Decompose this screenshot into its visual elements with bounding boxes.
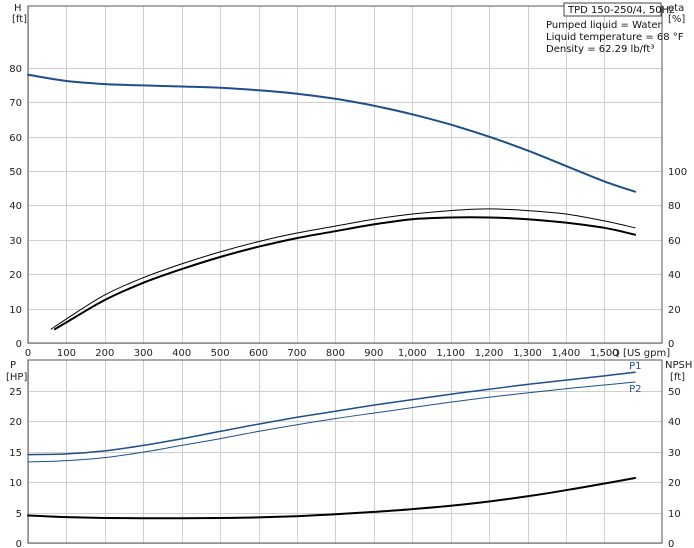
bottom-panel-left-tick-label: 10 xyxy=(9,478,22,489)
bottom-panel-left-tick-label: 0 xyxy=(16,539,22,548)
x-tick-label: 700 xyxy=(287,348,306,359)
top-panel-series-1-curve xyxy=(50,208,636,330)
bottom-left-axis-title: P xyxy=(10,360,16,371)
series-layer xyxy=(27,73,637,520)
labels-layer: 0102030405060708002040608010005101520250… xyxy=(9,64,687,548)
x-tick-label: 0 xyxy=(25,348,31,359)
x-tick-label: 1,500 xyxy=(590,348,619,359)
axes-layer xyxy=(27,5,663,544)
top-panel-right-tick-label: 80 xyxy=(668,201,681,212)
top-panel-left-tick-label: 60 xyxy=(9,133,22,144)
bottom-panel-left-tick-label: 20 xyxy=(9,417,22,428)
top-panel-right-tick-label: 20 xyxy=(668,305,681,316)
x-tick-label: 300 xyxy=(134,348,153,359)
bottom-panel-left-tick-label: 25 xyxy=(9,387,22,398)
top-panel-right-tick-label: 40 xyxy=(668,270,681,281)
bottom-panel-p1-curve xyxy=(27,371,636,456)
x-tick-label: 200 xyxy=(95,348,114,359)
bottom-panel-right-tick-label: 50 xyxy=(668,387,681,398)
grid-layer xyxy=(28,6,662,544)
top-panel-right-tick-label: 0 xyxy=(668,339,674,350)
bottom-right-axis-unit: [ft] xyxy=(670,372,685,383)
top-panel-frame xyxy=(27,5,663,344)
chart-title: TPD 150-250/4, 50Hz xyxy=(567,5,674,16)
top-right-axis-unit: [%] xyxy=(668,14,685,25)
x-tick-label: 1,300 xyxy=(513,348,542,359)
top-panel-series-0-curve xyxy=(27,73,637,193)
x-tick-label: 1,000 xyxy=(398,348,427,359)
top-left-axis-unit: [ft] xyxy=(12,14,27,25)
bottom-panel-p2-curve xyxy=(27,381,636,463)
bottom-panel-left-tick-label: 5 xyxy=(16,509,22,520)
x-tick-label: 500 xyxy=(211,348,230,359)
info-liquid-temperature: Liquid temperature = 68 °F xyxy=(546,32,684,43)
title-box: TPD 150-250/4, 50Hz xyxy=(563,2,674,17)
x-tick-label: 600 xyxy=(249,348,268,359)
bottom-right-axis-title: NPSH xyxy=(665,360,692,371)
x-tick-label: 900 xyxy=(364,348,383,359)
top-panel-left-tick-label: 10 xyxy=(9,305,22,316)
bottom-panel-right-tick-label: 20 xyxy=(668,478,681,489)
top-panel-right-tick-label: 60 xyxy=(668,236,681,247)
top-panel-left-tick-label: 80 xyxy=(9,64,22,75)
top-panel-left-tick-label: 40 xyxy=(9,201,22,212)
bottom-left-axis-unit: [HP] xyxy=(6,372,27,383)
info-density: Density = 62.29 lb/ft³ xyxy=(546,44,654,55)
bottom-panel-right-tick-label: 0 xyxy=(668,539,674,548)
x-axis-title: Q [US gpm] xyxy=(612,348,670,359)
top-right-axis-title: eta xyxy=(668,3,684,14)
x-tick-label: 400 xyxy=(172,348,191,359)
bottom-panel-frame xyxy=(27,359,663,544)
bottom-panel-p2-label: P2 xyxy=(629,384,641,395)
info-block: Pumped liquid = Water Liquid temperature… xyxy=(546,20,684,55)
top-panel-left-tick-label: 0 xyxy=(16,339,22,350)
title-box-frame xyxy=(563,2,662,17)
info-pumped-liquid: Pumped liquid = Water xyxy=(546,20,663,31)
top-panel-right-tick-label: 100 xyxy=(668,167,687,178)
top-panel-left-tick-label: 20 xyxy=(9,270,22,281)
bottom-panel-left-tick-label: 15 xyxy=(9,448,22,459)
top-left-axis-title: H xyxy=(14,3,22,14)
x-tick-label: 100 xyxy=(57,348,76,359)
top-panel-left-tick-label: 30 xyxy=(9,236,22,247)
bottom-panel-right-tick-label: 10 xyxy=(668,509,681,520)
bottom-panel-series-2-curve xyxy=(27,477,637,520)
bottom-panel-right-tick-label: 30 xyxy=(668,448,681,459)
top-panel-left-tick-label: 50 xyxy=(9,167,22,178)
top-panel-series-2-curve xyxy=(53,216,637,331)
top-panel-left-tick-label: 70 xyxy=(9,98,22,109)
x-tick-label: 1,400 xyxy=(552,348,581,359)
bottom-panel-p1-label: P1 xyxy=(629,361,641,372)
x-tick-label: 800 xyxy=(326,348,345,359)
x-tick-label: 1,100 xyxy=(436,348,465,359)
bottom-panel-right-tick-label: 40 xyxy=(668,417,681,428)
x-tick-label: 1,200 xyxy=(475,348,504,359)
